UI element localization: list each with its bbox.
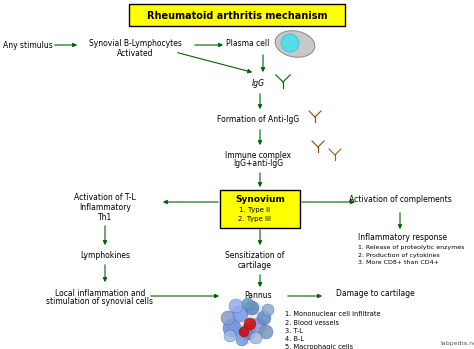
- Text: IgG+anti-IgG: IgG+anti-IgG: [233, 159, 283, 169]
- Circle shape: [226, 300, 270, 344]
- Text: 5. Macrophagic cells: 5. Macrophagic cells: [285, 344, 353, 349]
- Text: Activated: Activated: [117, 49, 153, 58]
- Text: 2. Type III: 2. Type III: [238, 216, 272, 222]
- Text: Th1: Th1: [98, 213, 112, 222]
- Text: Activation of complements: Activation of complements: [348, 195, 451, 205]
- Text: Pannus: Pannus: [244, 291, 272, 300]
- Text: Sensitization of: Sensitization of: [225, 252, 285, 260]
- Circle shape: [250, 318, 266, 334]
- Text: 4. B-L: 4. B-L: [285, 336, 304, 342]
- Text: Inflammatory response: Inflammatory response: [358, 233, 447, 243]
- Text: Local inflammation and: Local inflammation and: [55, 289, 145, 297]
- Circle shape: [221, 311, 235, 325]
- Circle shape: [239, 327, 249, 337]
- Text: cartilage: cartilage: [238, 260, 272, 269]
- Circle shape: [244, 318, 256, 330]
- Text: 1. Type II: 1. Type II: [239, 207, 271, 213]
- Text: Rheumatoid arthritis mechanism: Rheumatoid arthritis mechanism: [147, 11, 327, 21]
- Text: stimulation of synovial cells: stimulation of synovial cells: [46, 297, 154, 306]
- Text: 2. Production of cytokines: 2. Production of cytokines: [358, 252, 440, 258]
- Text: Formation of Anti-IgG: Formation of Anti-IgG: [217, 116, 299, 125]
- Circle shape: [223, 319, 241, 337]
- Text: IgG: IgG: [252, 79, 264, 88]
- Circle shape: [245, 301, 259, 315]
- Text: Synovial B-Lymphocytes: Synovial B-Lymphocytes: [89, 38, 182, 47]
- Text: 3. More CD8+ than CD4+: 3. More CD8+ than CD4+: [358, 260, 439, 266]
- Text: Synovium: Synovium: [235, 195, 285, 205]
- Text: Lymphokines: Lymphokines: [80, 251, 130, 260]
- Text: labpedia.net: labpedia.net: [440, 342, 474, 347]
- Text: Damage to cartilage: Damage to cartilage: [336, 290, 414, 298]
- Text: Immune complex: Immune complex: [225, 150, 291, 159]
- Circle shape: [257, 311, 271, 325]
- Circle shape: [281, 34, 299, 52]
- Circle shape: [250, 332, 262, 344]
- Text: Activation of T-L: Activation of T-L: [74, 193, 136, 201]
- Circle shape: [262, 304, 274, 316]
- Circle shape: [224, 330, 236, 342]
- FancyBboxPatch shape: [220, 190, 300, 228]
- Text: 1. Release of proteolytic enzymes: 1. Release of proteolytic enzymes: [358, 245, 465, 250]
- Circle shape: [242, 298, 254, 310]
- Text: Inflammatory: Inflammatory: [79, 202, 131, 211]
- Text: 3. T-L: 3. T-L: [285, 328, 303, 334]
- Circle shape: [240, 324, 256, 340]
- Text: 1. Mononuclear cell infiltrate: 1. Mononuclear cell infiltrate: [285, 311, 381, 317]
- Text: Any stimulus: Any stimulus: [3, 40, 53, 50]
- Ellipse shape: [275, 31, 315, 57]
- Circle shape: [259, 325, 273, 339]
- Text: Plasma cell: Plasma cell: [226, 38, 270, 47]
- Circle shape: [236, 334, 248, 346]
- Circle shape: [232, 306, 248, 322]
- FancyBboxPatch shape: [129, 4, 345, 26]
- Text: 2. Blood vessels: 2. Blood vessels: [285, 320, 339, 326]
- Circle shape: [229, 299, 243, 313]
